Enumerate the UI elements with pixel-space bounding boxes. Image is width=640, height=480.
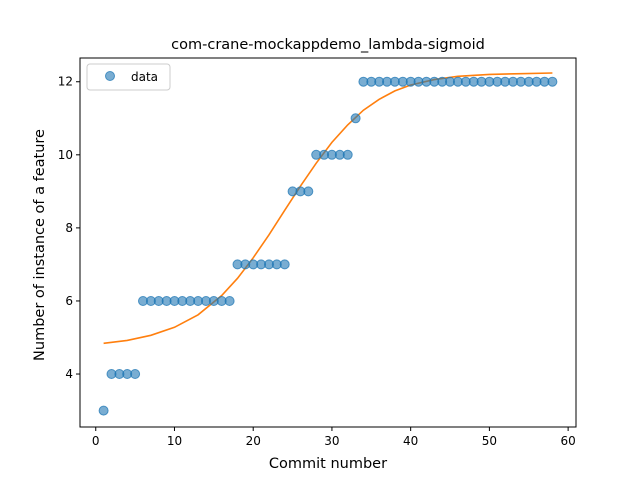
legend-frame bbox=[86, 63, 171, 91]
y-tick-label: 8 bbox=[65, 221, 73, 235]
y-tick-label: 10 bbox=[58, 148, 73, 162]
data-point bbox=[303, 186, 314, 197]
x-tick-label: 10 bbox=[167, 434, 182, 448]
plot-area bbox=[98, 72, 558, 416]
data-point bbox=[130, 369, 141, 379]
x-tick-label: 20 bbox=[246, 434, 261, 448]
x-tick-label: 30 bbox=[324, 434, 339, 448]
data-point bbox=[224, 296, 235, 306]
data-point bbox=[547, 76, 558, 87]
axes-frame bbox=[79, 57, 577, 428]
legend: data bbox=[86, 63, 171, 91]
legend-label-data: data bbox=[131, 70, 158, 84]
x-axis-label: Commit number bbox=[269, 456, 387, 472]
x-tick-label: 50 bbox=[482, 434, 497, 448]
axis-ticks: 0 10 20 30 40 50 60 4 6 8 10 12 bbox=[58, 57, 577, 448]
x-tick-label: 0 bbox=[92, 434, 100, 448]
data-point bbox=[98, 405, 109, 416]
y-tick-label: 4 bbox=[65, 367, 73, 381]
data-point bbox=[342, 149, 353, 160]
y-tick-label: 6 bbox=[65, 294, 73, 308]
legend-marker-data bbox=[105, 71, 115, 81]
data-point bbox=[279, 259, 290, 270]
x-tick-label: 60 bbox=[560, 434, 575, 448]
data-point bbox=[350, 113, 361, 124]
y-tick-label: 12 bbox=[58, 75, 73, 89]
x-tick-label: 40 bbox=[403, 434, 418, 448]
chart-title: com-crane-mockappdemo_lambda-sigmoid bbox=[171, 37, 485, 53]
y-axis-label: Number of instance of a feature bbox=[32, 129, 48, 361]
